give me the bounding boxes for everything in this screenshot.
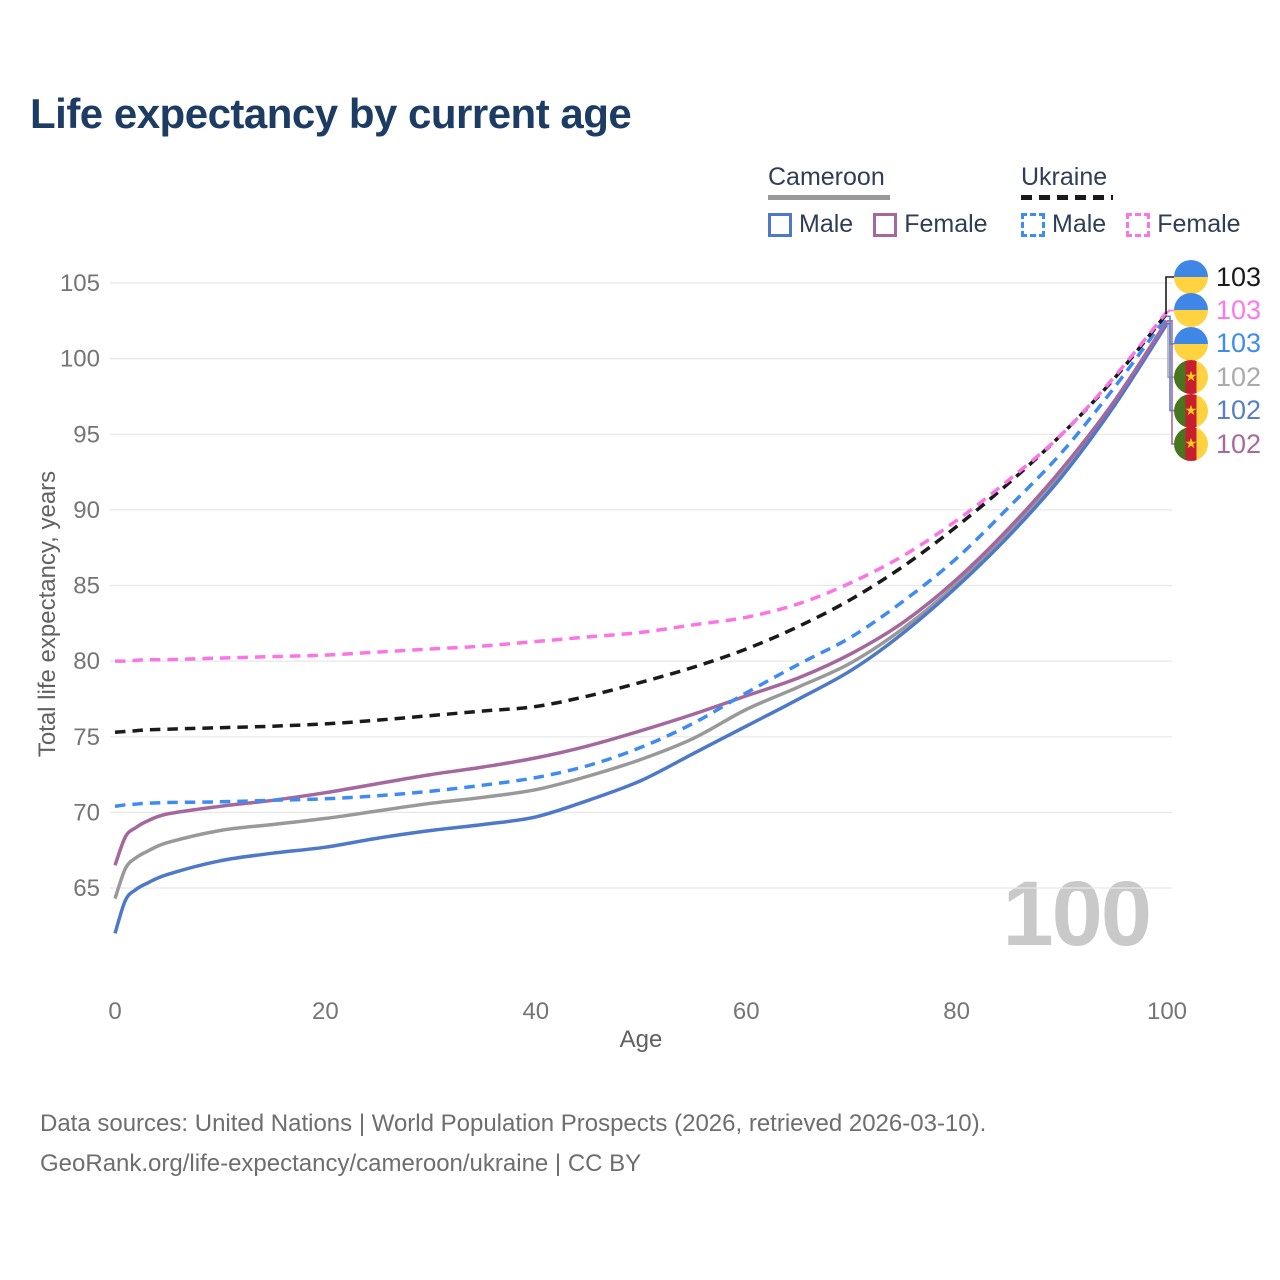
- ukraine-dashed-line-sample-icon: [1021, 195, 1113, 200]
- cameroon-flag-icon: [1174, 393, 1208, 428]
- svg-text:40: 40: [522, 998, 549, 1025]
- end-label-cameroon-female: 102: [1174, 427, 1261, 461]
- legend-group-ukraine: Ukraine Male Female: [1021, 163, 1241, 239]
- ukraine-female-swatch-icon: [1126, 212, 1151, 237]
- svg-text:85: 85: [73, 573, 100, 600]
- legend-item-label: Female: [904, 210, 988, 238]
- svg-text:100: 100: [1147, 998, 1187, 1025]
- svg-text:100: 100: [60, 346, 100, 373]
- end-label-value: 102: [1216, 395, 1262, 426]
- svg-text:70: 70: [73, 799, 100, 826]
- svg-text:80: 80: [943, 998, 970, 1025]
- end-label-cameroon-total: 102: [1174, 360, 1262, 395]
- ukraine-male-swatch-icon: [1021, 212, 1045, 237]
- svg-text:75: 75: [73, 724, 100, 751]
- end-label-value: 102: [1216, 428, 1262, 459]
- cameroon-flag-icon: [1174, 360, 1208, 395]
- end-label-value: 103: [1216, 261, 1262, 292]
- ukraine-flag-icon: [1174, 326, 1208, 361]
- end-label-value: 103: [1216, 294, 1262, 325]
- data-sources-line: Data sources: United Nations | World Pop…: [40, 1110, 987, 1137]
- attribution-line: GeoRank.org/life-expectancy/cameroon/ukr…: [40, 1150, 642, 1177]
- end-label-ukraine-total: 103: [1174, 260, 1261, 294]
- svg-text:20: 20: [312, 998, 339, 1025]
- legend-item-cameroon-male[interactable]: Male: [768, 210, 853, 239]
- end-label-ukraine-male: 103: [1174, 326, 1262, 361]
- end-label-value: 103: [1216, 328, 1262, 359]
- svg-text:0: 0: [108, 998, 121, 1025]
- cameroon-male-swatch-icon: [768, 212, 792, 237]
- x-axis-title: Age: [619, 1026, 663, 1053]
- end-label-cameroon-male: 102: [1174, 393, 1262, 428]
- footer: Data sources: United Nations | World Pop…: [40, 1104, 986, 1184]
- ukraine-flag-icon: [1174, 293, 1208, 328]
- cameroon-flag-icon: [1174, 427, 1208, 461]
- legend-group-cameroon: Cameroon Male Female: [768, 163, 988, 239]
- svg-text:65: 65: [73, 875, 100, 902]
- legend-item-ukraine-male[interactable]: Male: [1021, 210, 1106, 239]
- svg-text:90: 90: [73, 497, 100, 524]
- legend-group-title-cameroon[interactable]: Cameroon: [768, 163, 885, 191]
- page-title: Life expectancy by current age: [30, 90, 632, 137]
- cameroon-female-swatch-icon: [873, 212, 898, 237]
- legend-item-label: Male: [1052, 210, 1107, 238]
- ukraine-flag-icon: [1174, 260, 1208, 294]
- svg-text:60: 60: [733, 998, 760, 1025]
- cameroon-solid-line-sample-icon: [768, 195, 890, 200]
- legend-item-label: Female: [1157, 210, 1241, 238]
- svg-text:80: 80: [73, 648, 100, 675]
- legend-item-ukraine-female[interactable]: Female: [1126, 210, 1241, 239]
- age-counter-watermark: 100: [1002, 863, 1152, 965]
- end-label-value: 102: [1216, 361, 1262, 392]
- legend-item-label: Male: [799, 210, 854, 238]
- legend-group-title-ukraine[interactable]: Ukraine: [1021, 163, 1108, 191]
- svg-text:105: 105: [60, 270, 100, 297]
- y-axis-title: Total life expectancy, years: [34, 470, 61, 758]
- svg-text:95: 95: [73, 421, 100, 448]
- end-label-ukraine-female: 103: [1174, 293, 1262, 328]
- legend-item-cameroon-female[interactable]: Female: [873, 210, 988, 239]
